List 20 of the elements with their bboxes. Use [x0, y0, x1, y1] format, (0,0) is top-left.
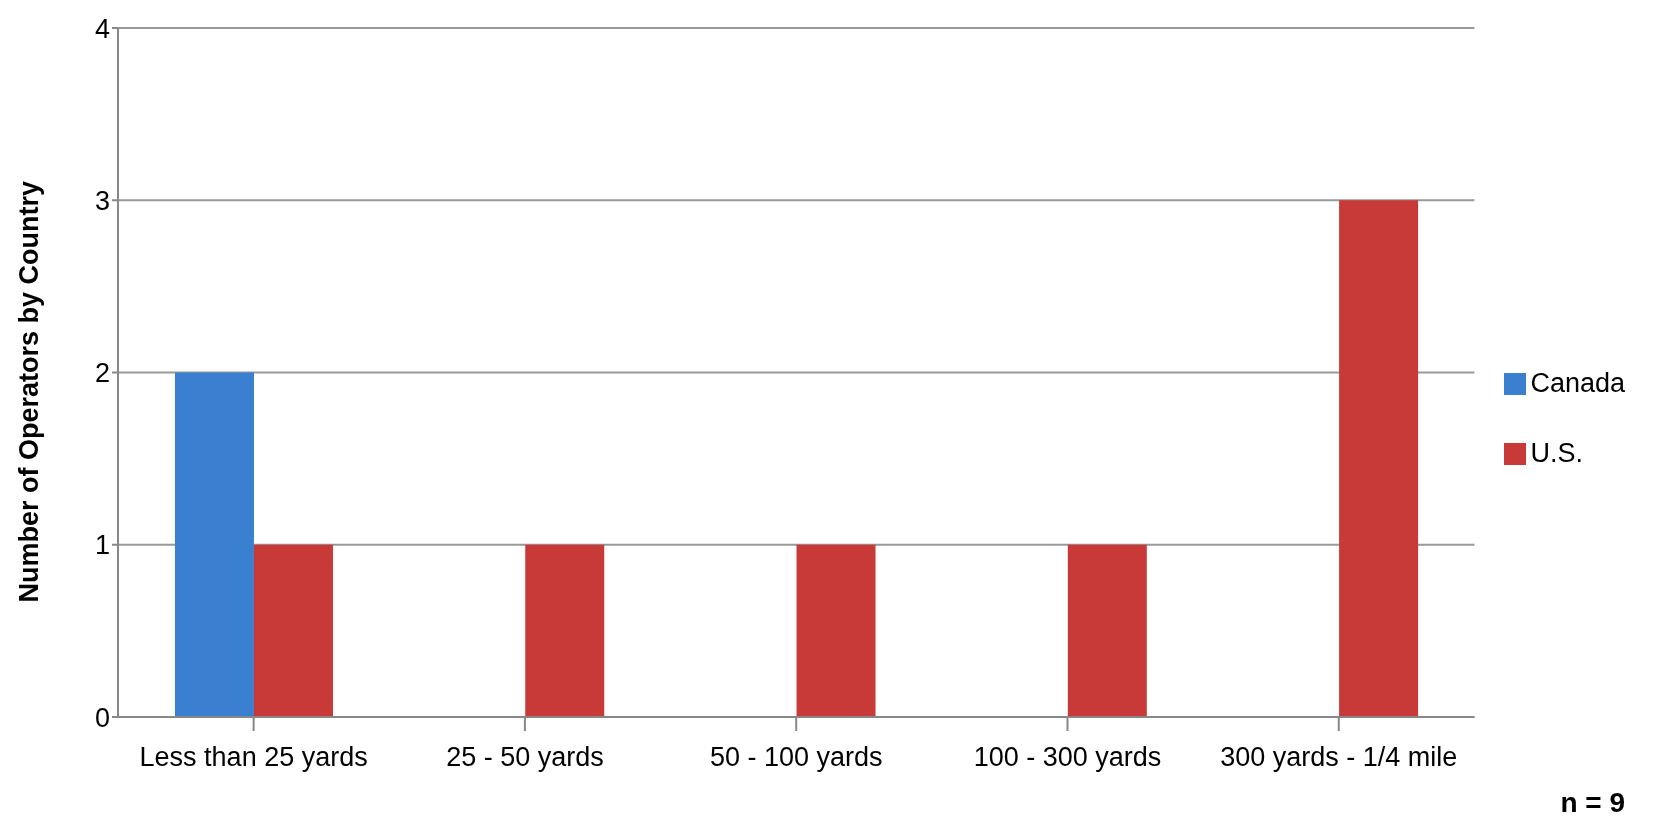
legend-label: Canada — [1530, 367, 1625, 398]
legend-label: U.S. — [1530, 437, 1583, 468]
x-tick-label: 100 - 300 yards — [973, 742, 1162, 773]
bar — [253, 544, 333, 717]
x-tick-label: Less than 25 yards — [139, 742, 368, 773]
x-tick-label: 25 - 50 yards — [446, 742, 604, 773]
bar — [1339, 200, 1419, 717]
y-tick-label: 2 — [94, 358, 110, 389]
bar — [525, 544, 605, 717]
y-tick-label: 3 — [94, 185, 110, 216]
bar — [796, 544, 876, 717]
x-tick-label: 300 yards - 1/4 mile — [1220, 742, 1458, 773]
x-tick-label: 50 - 100 yards — [709, 742, 883, 773]
text: n = 9 — [1560, 787, 1625, 819]
y-tick-label: 0 — [94, 702, 110, 733]
y-axis-title: Number of Operators by Country — [13, 180, 44, 603]
y-tick-label: 1 — [94, 530, 110, 561]
y-tick-label: 4 — [94, 13, 110, 44]
bar — [1067, 544, 1147, 717]
bar — [174, 372, 254, 717]
